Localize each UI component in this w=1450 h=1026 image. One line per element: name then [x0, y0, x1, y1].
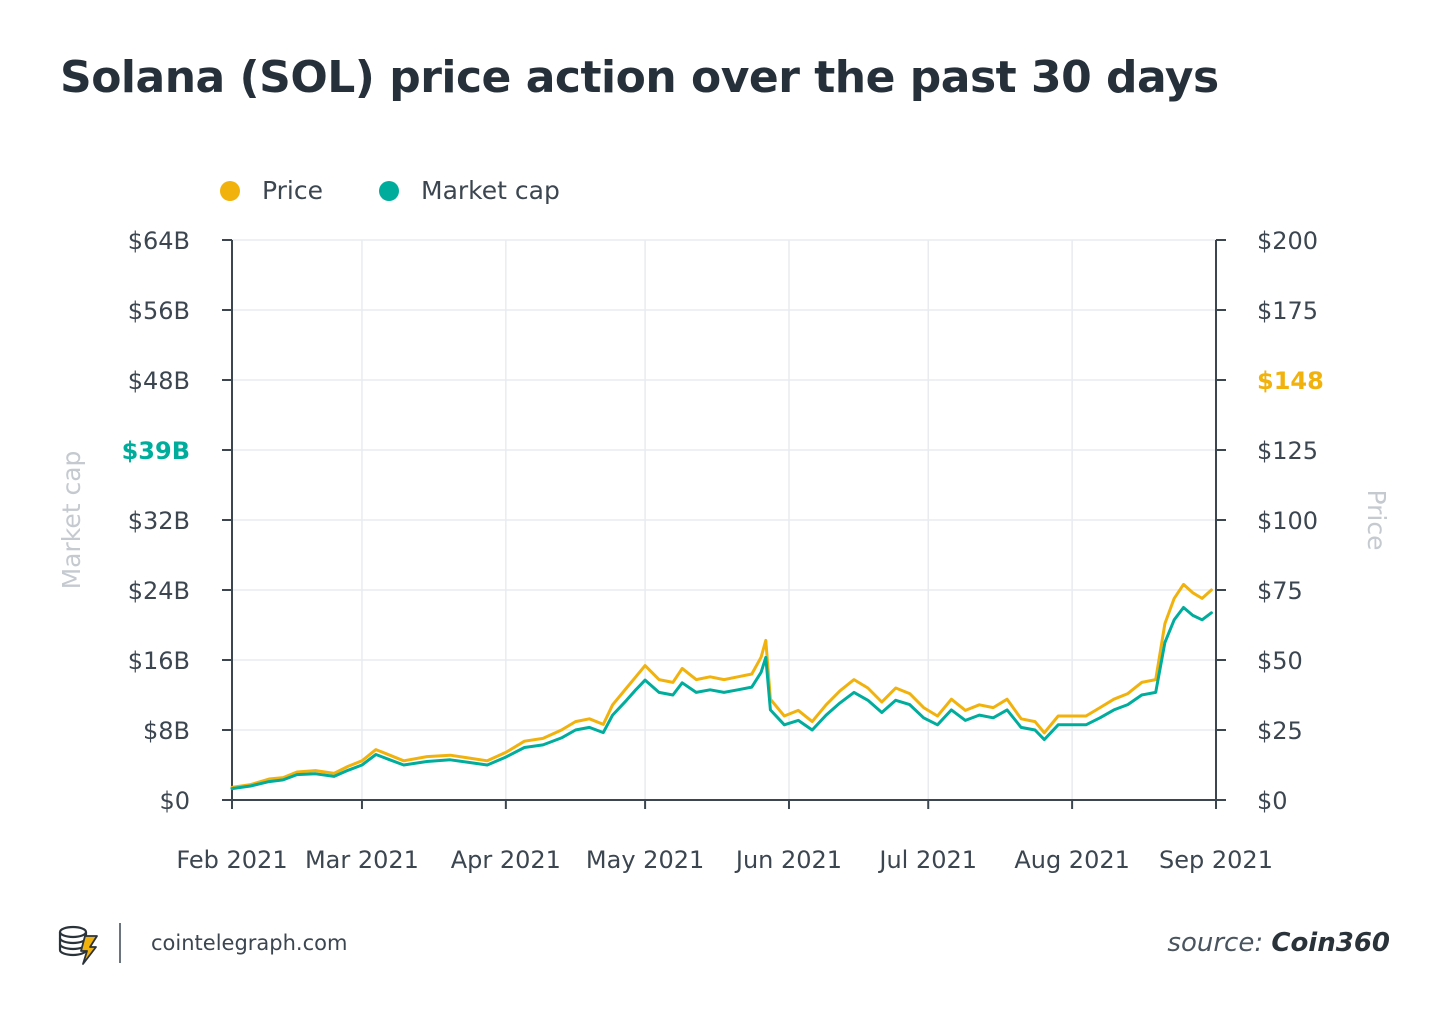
right-tick-label: $200 [1257, 227, 1318, 255]
series-lines [230, 582, 1213, 791]
right-tick-label: $0 [1257, 787, 1288, 815]
cointelegraph-coins-lightning-icon [58, 925, 98, 965]
x-tick-label: Jun 2021 [734, 846, 842, 874]
right-tick-label: $175 [1257, 297, 1318, 325]
left-tick-label: $48B [128, 367, 190, 395]
right-tick-label: $25 [1257, 717, 1303, 745]
price-line [230, 582, 1213, 789]
x-tick-label: Aug 2021 [1014, 846, 1130, 874]
x-tick-label: Mar 2021 [305, 846, 419, 874]
price-marketcap-chart: $0 $8B $16B $24B $32B $39B $48B $56B $64B $0 $25 $5… [57, 227, 1391, 874]
tick-labels: $0 $8B $16B $24B $32B $39B $48B $56B $64B $0 $25 $5… [57, 227, 1391, 874]
source-credit: source: Coin360 [1167, 928, 1390, 958]
right-tick-label: $148 [1257, 367, 1324, 395]
chart-title: Solana (SOL) price action over the past … [60, 52, 1219, 103]
legend-label-market-cap: Market cap [421, 176, 560, 205]
right-tick-label: $100 [1257, 507, 1318, 535]
legend-item-price: Price [220, 176, 323, 205]
x-tick-label: Sep 2021 [1159, 846, 1273, 874]
right-tick-label: $125 [1257, 437, 1318, 465]
x-tick-label: Feb 2021 [176, 846, 287, 874]
legend-label-price: Price [262, 176, 323, 205]
x-tick-label: Apr 2021 [451, 846, 561, 874]
right-tick-label: $75 [1257, 577, 1303, 605]
left-axis-title: Market cap [57, 451, 86, 590]
legend-dot-price [220, 180, 240, 201]
grid-lines [232, 239, 1216, 800]
right-tick-label: $50 [1257, 647, 1303, 675]
chart-legend: Price Market cap [220, 176, 616, 205]
left-tick-label: $8B [143, 717, 190, 745]
left-tick-label: $56B [128, 297, 190, 325]
right-axis-title: Price [1362, 490, 1391, 551]
footer-separator [119, 923, 121, 963]
footer-site: cointelegraph.com [151, 931, 348, 955]
footer: cointelegraph.com [55, 920, 347, 966]
legend-dot-market-cap [379, 180, 399, 201]
legend-item-market-cap: Market cap [379, 176, 560, 205]
x-tick-label: Jul 2021 [877, 846, 977, 874]
source-label: source: [1167, 928, 1264, 958]
left-tick-label: $64B [128, 227, 190, 255]
left-tick-label: $16B [128, 647, 190, 675]
left-tick-label: $39B [122, 437, 190, 465]
left-tick-label: $32B [128, 507, 190, 535]
x-tick-label: May 2021 [586, 846, 704, 874]
market-cap-line [230, 606, 1213, 791]
source-name: Coin360 [1271, 928, 1390, 958]
left-tick-label: $24B [128, 577, 190, 605]
left-tick-label: $0 [159, 787, 190, 815]
axes [222, 239, 1226, 809]
